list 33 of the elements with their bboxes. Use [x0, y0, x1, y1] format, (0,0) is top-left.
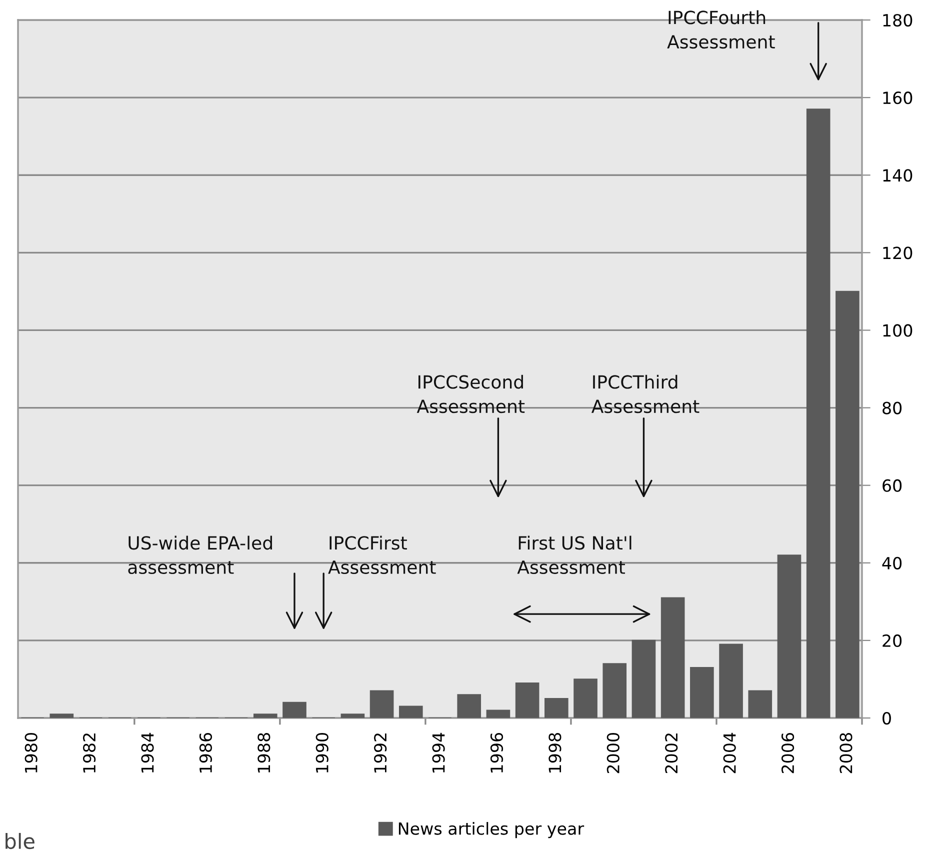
y-tick-label: 120 — [883, 246, 912, 260]
annotation: IPCCThird Assessment — [591, 374, 700, 414]
x-tick-label: 1992 — [374, 734, 387, 772]
legend-label: News articles per year — [398, 822, 584, 838]
x-tick-label: 2004 — [723, 732, 736, 774]
x-tick-label: 2000 — [606, 732, 620, 774]
x-tick-label: 1980 — [24, 732, 38, 772]
x-tick-label: 2006 — [781, 732, 794, 774]
annotation: IPCCFirst Assessment — [328, 536, 436, 574]
x-tick-label: 1988 — [258, 733, 270, 772]
y-tick-label: 80 — [882, 402, 902, 414]
x-tick-label: 2002 — [665, 734, 678, 774]
x-tick-label: 1982 — [82, 734, 96, 772]
x-tick-label: 1984 — [141, 732, 154, 772]
y-tick-label: 160 — [883, 92, 912, 104]
annotation: First US Nat'l Assessment — [517, 536, 632, 574]
y-tick-label: 40 — [882, 556, 902, 570]
y-tick-label: 180 — [883, 14, 912, 27]
x-tick-label: 1998 — [548, 733, 562, 772]
y-tick-label: 100 — [883, 324, 912, 337]
y-tick-label: 20 — [882, 634, 902, 648]
x-tick-label: 1990 — [316, 732, 328, 772]
x-tick-label: 1996 — [490, 732, 504, 772]
x-tick-label: 2008 — [840, 733, 852, 774]
x-tick-label: 1994 — [432, 732, 445, 772]
annotation: IPCCFourth Assessment — [667, 10, 775, 49]
y-tick-label: 60 — [882, 479, 902, 492]
text: ble — [6, 832, 34, 850]
annotation: IPCCSecond Assessment — [416, 374, 525, 414]
y-tick-label: 0 — [882, 712, 891, 725]
y-tick-label: 140 — [883, 169, 912, 182]
x-tick-label: 1986 — [199, 732, 212, 772]
annotation: US-wide EPA-led assessment — [128, 536, 272, 574]
